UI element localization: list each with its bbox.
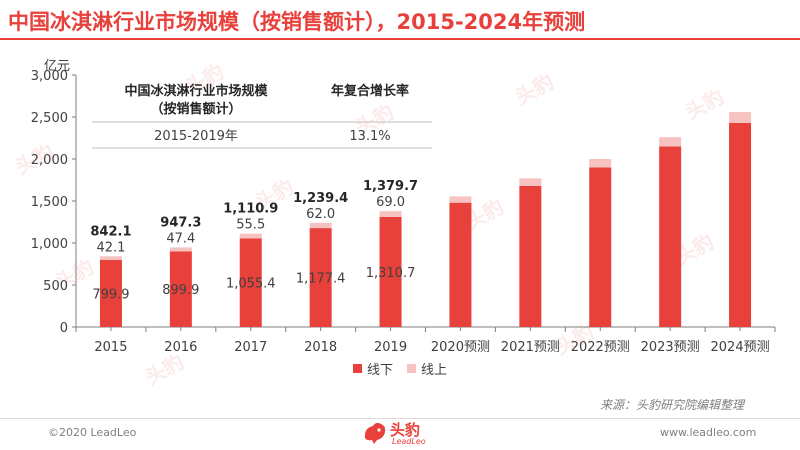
bar-offline	[589, 167, 612, 327]
y-tick-label: 1,000	[31, 237, 68, 252]
footer-divider	[0, 418, 800, 419]
bar-offline	[309, 228, 332, 327]
total-label: 1,239.4	[293, 191, 348, 206]
website: www.leadleo.com	[660, 426, 757, 439]
watermark: 头豹	[141, 349, 188, 389]
bar-online	[449, 196, 472, 203]
offline-label: 799.9	[92, 287, 129, 302]
total-label: 1,110.9	[223, 202, 278, 217]
x-tick-label: 2021预测	[501, 340, 560, 355]
online-label: 69.0	[376, 195, 405, 210]
total-label: 842.1	[90, 224, 131, 239]
cagr-header-col1: 中国冰淇淋行业市场规模	[124, 83, 268, 99]
x-tick-label: 2015	[94, 340, 127, 355]
offline-label: 1,055.4	[226, 277, 276, 292]
y-tick-label: 1,500	[31, 195, 68, 210]
bar-online	[239, 233, 262, 239]
total-label: 947.3	[160, 215, 201, 230]
y-tick-label: 0	[60, 321, 68, 336]
cagr-header-col2: 年复合增长率	[331, 83, 409, 99]
source-note: 来源：头豹研究院编辑整理	[600, 398, 745, 412]
legend-label: 线上	[421, 363, 447, 378]
legend-label: 线下	[367, 363, 393, 378]
offline-label: 1,310.7	[366, 266, 416, 281]
legend-swatch	[353, 364, 362, 373]
bar-online	[519, 178, 542, 186]
y-tick-label: 500	[43, 279, 68, 294]
x-tick-label: 2023预测	[641, 340, 700, 355]
y-tick-label: 2,500	[31, 111, 68, 126]
cagr-period: 2015-2019年	[154, 129, 238, 144]
bar-online	[99, 256, 122, 260]
y-tick-label: 2,000	[31, 153, 68, 168]
logo-cn: 头豹	[390, 421, 421, 439]
x-tick-label: 2016	[164, 340, 197, 355]
bar-offline	[519, 185, 542, 327]
bar-offline	[659, 146, 682, 327]
watermark: 头豹	[511, 69, 558, 109]
x-tick-label: 2020预测	[431, 340, 490, 355]
leopard-icon	[364, 422, 386, 444]
x-tick-label: 2024预测	[711, 340, 770, 355]
bar-offline	[449, 202, 472, 327]
bar-online	[589, 159, 612, 168]
y-tick-label: 3,000	[31, 69, 68, 84]
bar-offline	[729, 122, 752, 327]
bar-online	[659, 137, 682, 147]
offline-label: 899.9	[162, 283, 199, 298]
x-tick-label: 2019	[374, 340, 407, 355]
legend-swatch	[407, 364, 416, 373]
online-label: 62.0	[306, 207, 335, 222]
cagr-header-col1-line2: （按销售额计）	[150, 101, 241, 117]
online-label: 47.4	[166, 231, 195, 246]
offline-label: 1,177.4	[296, 272, 346, 287]
y-axis-unit: 亿元	[44, 59, 70, 74]
x-tick-label: 2022预测	[571, 340, 630, 355]
bar-offline	[379, 216, 402, 327]
bar-online	[309, 222, 332, 229]
logo-en: LeadLeo	[392, 437, 426, 446]
copyright: ©2020 LeadLeo	[48, 426, 137, 439]
x-tick-label: 2017	[234, 340, 267, 355]
total-label: 1,379.7	[363, 179, 418, 194]
page-title: 中国冰淇淋行业市场规模（按销售额计），2015-2024年预测	[8, 10, 586, 34]
bar-online	[379, 211, 402, 217]
bar-offline	[239, 238, 262, 327]
bar-offline	[99, 259, 122, 327]
online-label: 42.1	[96, 240, 125, 255]
bar-online	[169, 247, 192, 252]
bar-online	[729, 111, 752, 123]
watermark: 头豹	[681, 84, 728, 124]
online-label: 55.5	[236, 218, 265, 233]
cagr-rate: 13.1%	[349, 129, 390, 144]
x-tick-label: 2018	[304, 340, 337, 355]
bar-offline	[169, 251, 192, 327]
title-divider	[0, 38, 800, 40]
brand-logo: 头豹 LeadLeo	[362, 418, 442, 450]
